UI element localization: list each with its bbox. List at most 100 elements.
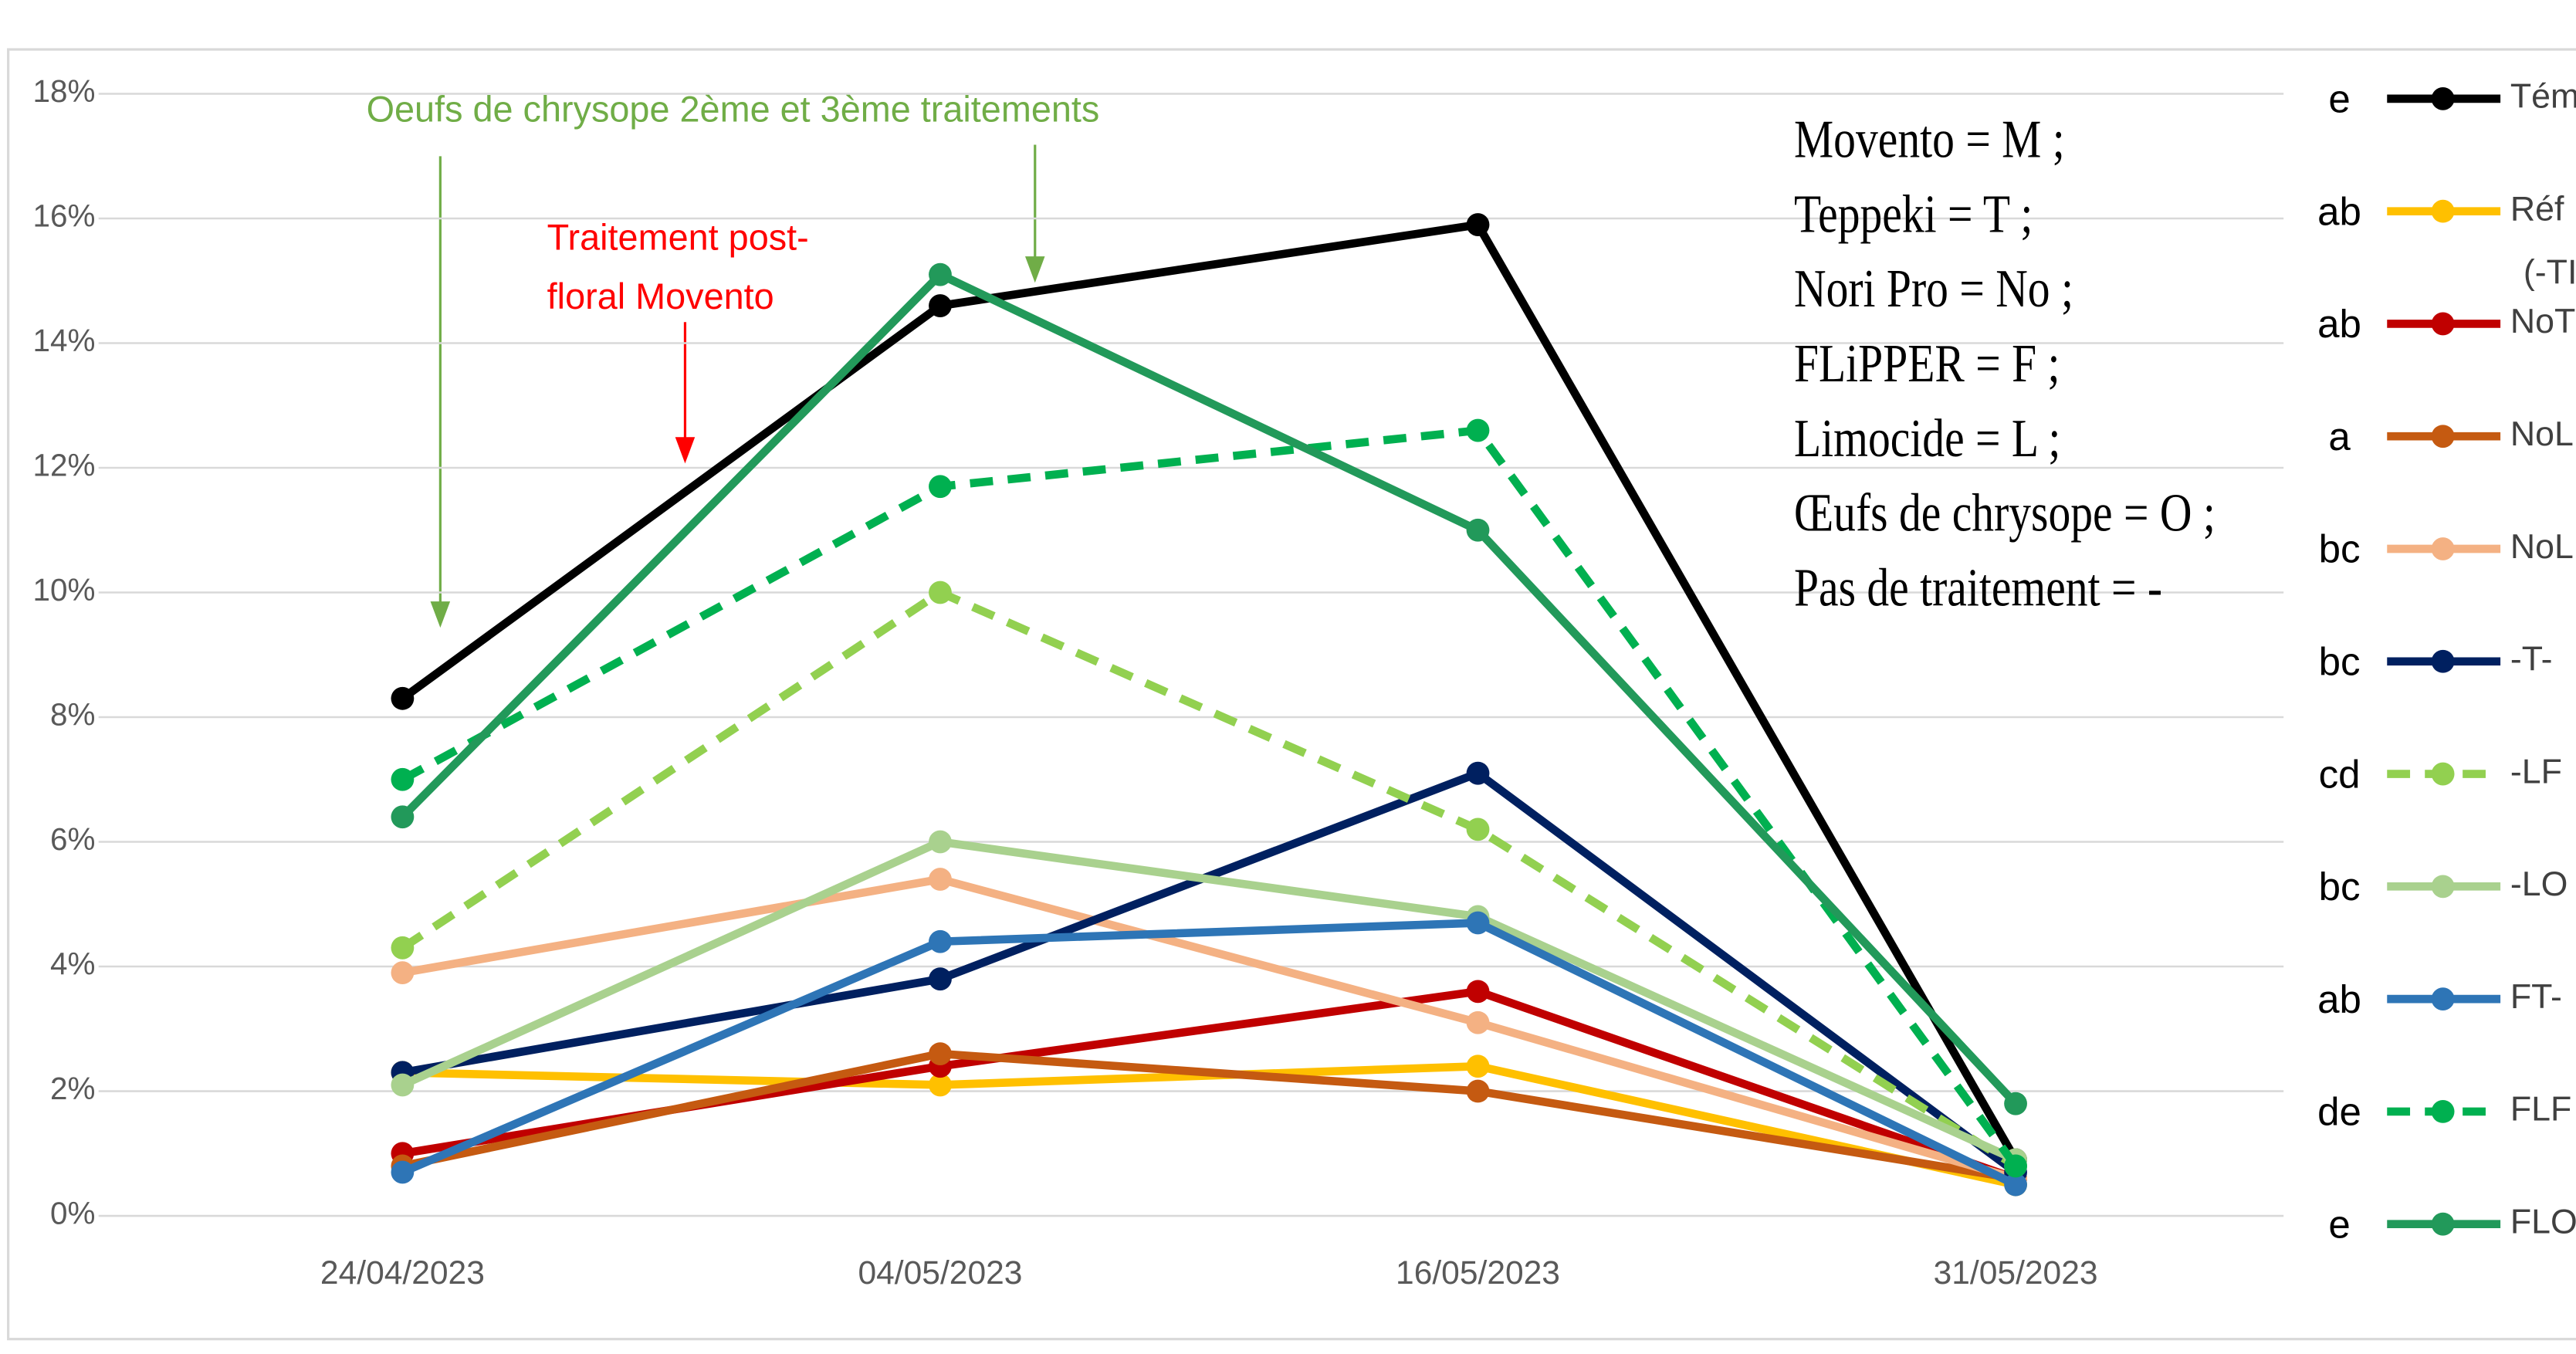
annotation-arrows [430, 144, 1045, 628]
legend-group: a [2328, 415, 2351, 459]
legend-label: FLF [2510, 1091, 2571, 1129]
y-tick-label: 14% [33, 323, 96, 358]
chart-frame [7, 48, 2576, 1341]
data-point [929, 967, 952, 991]
legend-marker [2431, 762, 2455, 786]
legend-group: e [2328, 77, 2350, 121]
legend-marker [2431, 875, 2455, 899]
key-line: Limocide = L ; [1794, 408, 2060, 469]
x-tick-label: 31/05/2023 [1934, 1254, 2098, 1291]
data-point [1466, 213, 1490, 236]
series-line [400, 220, 2019, 1163]
arrow-head [675, 437, 696, 464]
y-tick-label: 16% [33, 198, 96, 234]
data-point [1466, 1079, 1490, 1103]
data-point [929, 929, 952, 953]
y-tick-label: 4% [50, 946, 95, 982]
legend-marker [2431, 199, 2455, 223]
legend-label: Réf [2510, 190, 2564, 228]
annotation: Traitement post- [547, 217, 809, 257]
y-tick-label: 18% [33, 73, 96, 109]
key-line: FLiPPER = F ; [1794, 333, 2060, 394]
x-tick-label: 04/05/2023 [858, 1254, 1022, 1291]
series-line [401, 987, 2017, 1183]
y-tick-label: 8% [50, 697, 95, 733]
legend-label: NoL [2510, 415, 2574, 453]
x-tick-label: 16/05/2023 [1396, 1254, 1560, 1291]
series-line [400, 425, 2019, 1169]
data-point [391, 1160, 415, 1184]
y-tick-label: 0% [50, 1196, 95, 1231]
legend-note: (-TI [2524, 253, 2576, 291]
data-point [1466, 761, 1490, 785]
series-line [402, 1061, 2017, 1189]
data-point [929, 581, 952, 604]
series-line [401, 838, 2018, 1164]
legend-group: ab [2317, 189, 2361, 233]
data-point [929, 1073, 952, 1097]
data-point [1466, 911, 1490, 935]
arrow-head [1024, 256, 1045, 283]
data-point [391, 936, 415, 960]
series-line [399, 269, 2019, 1107]
legend-marker [2431, 86, 2455, 110]
data-point [929, 868, 952, 891]
data-point [391, 686, 415, 710]
legend-label: FLO [2510, 1203, 2576, 1241]
data-point [391, 805, 415, 829]
series-line [401, 1049, 2016, 1183]
legend-marker [2431, 425, 2455, 449]
data-point [1466, 1054, 1490, 1078]
legend-group: ab [2317, 977, 2361, 1021]
annotation: Oeufs de chrysope 2ème et 3ème traitemen… [367, 89, 1100, 129]
data-point [1466, 980, 1490, 1004]
legend-group: ab [2317, 302, 2361, 346]
data-point [2004, 1173, 2027, 1197]
key-line: Teppeki = T ; [1794, 184, 2033, 244]
data-point [1466, 1010, 1490, 1034]
x-tick-label: 24/04/2023 [320, 1254, 485, 1291]
key-line: Pas de traitement = - [1794, 557, 2162, 618]
data-point [1466, 518, 1490, 542]
legend-label: -T- [2510, 641, 2553, 679]
legend-marker [2431, 987, 2455, 1011]
key-line: Nori Pro = No ; [1794, 259, 2073, 319]
arrow-head [430, 601, 451, 628]
data-point [391, 1073, 415, 1097]
legend-marker [2431, 649, 2455, 673]
legend-label: Tém [2510, 78, 2576, 116]
legend-group: cd [2319, 752, 2361, 796]
key-line: Œufs de chrysope = O ; [1794, 482, 2215, 543]
legend-group: bc [2319, 527, 2361, 571]
legend-marker [2431, 1100, 2455, 1123]
data-point [391, 767, 415, 791]
legend-label: NoT [2510, 303, 2575, 340]
data-point [929, 294, 952, 317]
key-box: Movento = M ; Teppeki = T ; Nori Pro = No … [1794, 109, 2215, 618]
legend-marker [2431, 537, 2455, 560]
y-tick-label: 10% [33, 572, 96, 608]
data-point [929, 475, 952, 499]
legend-marker [2431, 312, 2455, 336]
annotation: floral Movento [547, 276, 774, 316]
series-line [400, 587, 2018, 1170]
y-tick-label: 12% [33, 448, 96, 483]
data-point [929, 830, 952, 854]
data-point [1466, 817, 1490, 841]
y-tick-label: 6% [50, 821, 95, 857]
legend-group: bc [2319, 865, 2361, 909]
key-line: Movento = M ; [1794, 109, 2065, 169]
data-point [929, 1042, 952, 1065]
data-point [2004, 1154, 2027, 1178]
legend-group: de [2317, 1090, 2361, 1134]
data-point [391, 961, 415, 985]
legend-group: e [2328, 1202, 2350, 1246]
data-point [929, 262, 952, 286]
legend-label: -LF [2510, 753, 2562, 790]
data-point [1466, 418, 1490, 442]
series-line [401, 875, 2017, 1183]
legend-label: FT- [2510, 978, 2562, 1016]
y-tick-label: 2% [50, 1071, 95, 1106]
series-line [401, 919, 2018, 1189]
